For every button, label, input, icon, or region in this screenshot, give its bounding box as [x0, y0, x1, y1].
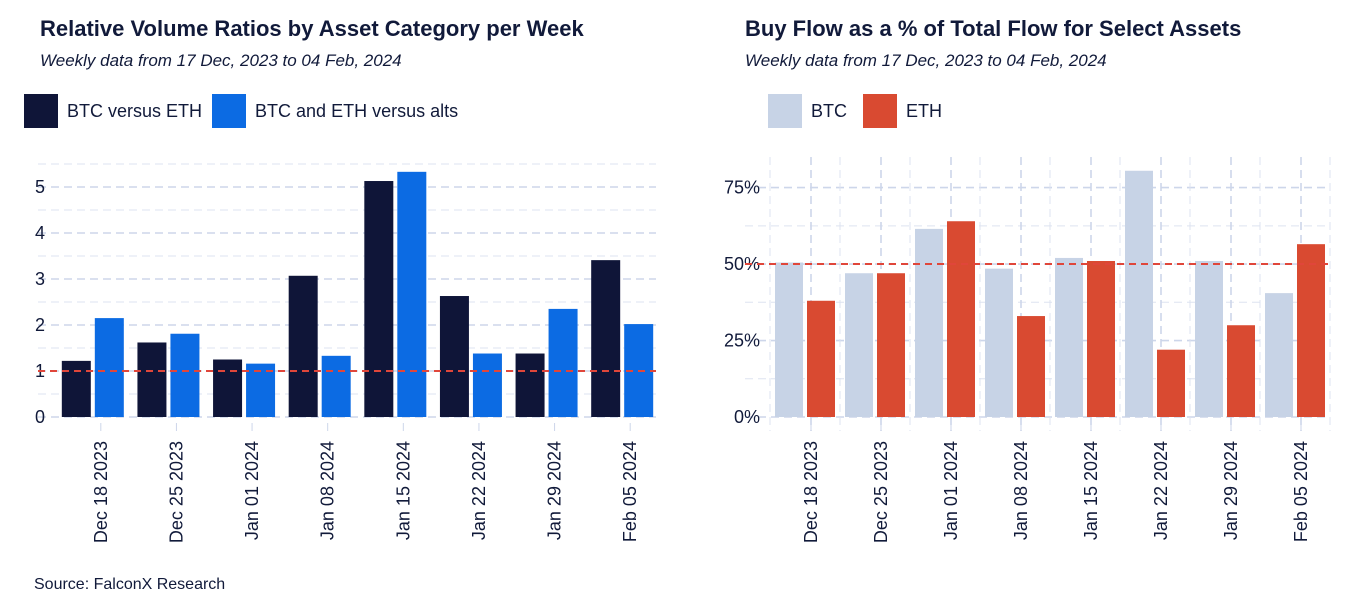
left-bar-btc-versus-eth [137, 342, 167, 417]
left-bar-btc-and-eth-versus-alts [246, 363, 276, 417]
right-xtick-label: Jan 29 2024 [1221, 441, 1241, 540]
right-xtick-label: Jan 08 2024 [1011, 441, 1031, 540]
right-chart-plot: 0% 25% 50% 75% Dec 18 2023 Dec 25 2023 Jan 01 … [724, 157, 1331, 543]
legend-swatch-btc-vs-eth [24, 94, 58, 128]
right-chart-panel: Buy Flow as a % of Total Flow for Select… [705, 0, 1350, 570]
right-xtick-label: Jan 22 2024 [1151, 441, 1171, 540]
legend-label-eth: ETH [906, 100, 942, 121]
left-ytick-label: 2 [35, 315, 45, 335]
left-chart-title: Relative Volume Ratios by Asset Category… [40, 16, 584, 41]
right-ytick-label: 75% [724, 178, 760, 198]
left-bar-btc-and-eth-versus-alts [321, 355, 351, 417]
left-bar-btc-versus-eth [61, 360, 91, 417]
right-chart-title: Buy Flow as a % of Total Flow for Select… [745, 16, 1242, 41]
right-bar-btc [1055, 257, 1083, 417]
right-bar-eth [877, 273, 905, 417]
right-ytick-label: 25% [724, 331, 760, 351]
left-xtick-label: Jan 01 2024 [242, 441, 262, 540]
legend-item-btc-vs-eth: BTC versus ETH [24, 94, 202, 128]
right-chart-subtitle: Weekly data from 17 Dec, 2023 to 04 Feb,… [745, 51, 1107, 70]
left-ytick-label: 3 [35, 269, 45, 289]
left-ytick-label: 5 [35, 177, 45, 197]
right-bar-btc [1265, 293, 1293, 417]
right-ytick-label: 50% [724, 254, 760, 274]
right-bar-eth [1087, 261, 1115, 417]
left-xtick-label: Feb 05 2024 [620, 441, 640, 542]
legend-swatch-eth [863, 94, 897, 128]
left-bar-btc-and-eth-versus-alts [94, 318, 124, 417]
right-bar-eth [1297, 244, 1325, 417]
right-bar-btc [845, 273, 873, 417]
left-bar-btc-versus-eth [591, 260, 621, 417]
left-xtick-label: Jan 15 2024 [393, 441, 413, 540]
left-xtick-label: Dec 18 2023 [91, 441, 111, 543]
left-legend: BTC versus ETH BTC and ETH versus alts [24, 94, 468, 128]
left-ytick-label: 0 [35, 407, 45, 427]
right-xtick-label: Dec 18 2023 [801, 441, 821, 543]
left-xtick-label: Dec 25 2023 [166, 441, 186, 543]
legend-label-btc-eth-vs-alts: BTC and ETH versus alts [255, 100, 459, 121]
left-chart-subtitle: Weekly data from 17 Dec, 2023 to 04 Feb,… [40, 51, 402, 70]
left-bar-btc-and-eth-versus-alts [397, 171, 427, 417]
left-bar-btc-and-eth-versus-alts [472, 353, 502, 417]
left-xtick-label: Jan 08 2024 [318, 441, 338, 540]
right-bar-btc [915, 228, 943, 417]
legend-item-eth: ETH [863, 94, 942, 128]
legend-swatch-btc-eth-vs-alts [212, 94, 247, 128]
left-bar-btc-versus-eth [288, 275, 318, 417]
right-bar-btc [1125, 170, 1153, 417]
left-bar-btc-versus-eth [515, 353, 545, 417]
left-bar-btc-versus-eth [213, 359, 243, 417]
right-bar-btc [1195, 261, 1223, 417]
legend-item-btc: BTC [768, 94, 847, 128]
right-bar-eth [1157, 349, 1185, 417]
right-bar-eth [947, 221, 975, 417]
right-xtick-label: Feb 05 2024 [1291, 441, 1311, 542]
right-xtick-label: Jan 01 2024 [941, 441, 961, 540]
left-chart-panel: Relative Volume Ratios by Asset Category… [0, 0, 675, 570]
legend-item-btc-eth-vs-alts: BTC and ETH versus alts [212, 94, 458, 128]
left-xtick-label: Jan 22 2024 [469, 441, 489, 540]
left-bar-btc-versus-eth [439, 296, 469, 417]
right-bar-eth [807, 300, 835, 417]
legend-swatch-btc [768, 94, 802, 128]
right-ytick-label: 0% [734, 407, 760, 427]
right-xtick-label: Jan 15 2024 [1081, 441, 1101, 540]
legend-label-btc: BTC [811, 100, 847, 121]
left-ytick-label: 4 [35, 223, 45, 243]
source-note: Source: FalconX Research [34, 576, 226, 593]
left-bar-btc-versus-eth [364, 181, 394, 417]
legend-label-btc-vs-eth: BTC versus ETH [67, 100, 203, 121]
right-bar-btc [985, 268, 1013, 417]
right-bar-eth [1017, 316, 1045, 417]
right-xtick-label: Dec 25 2023 [871, 441, 891, 543]
right-legend: BTC ETH [768, 94, 952, 128]
left-bar-btc-and-eth-versus-alts [548, 308, 578, 417]
right-bar-btc [775, 262, 803, 417]
right-bar-eth [1227, 325, 1255, 417]
left-xtick-label: Jan 29 2024 [545, 441, 565, 540]
left-bar-btc-and-eth-versus-alts [170, 333, 200, 417]
